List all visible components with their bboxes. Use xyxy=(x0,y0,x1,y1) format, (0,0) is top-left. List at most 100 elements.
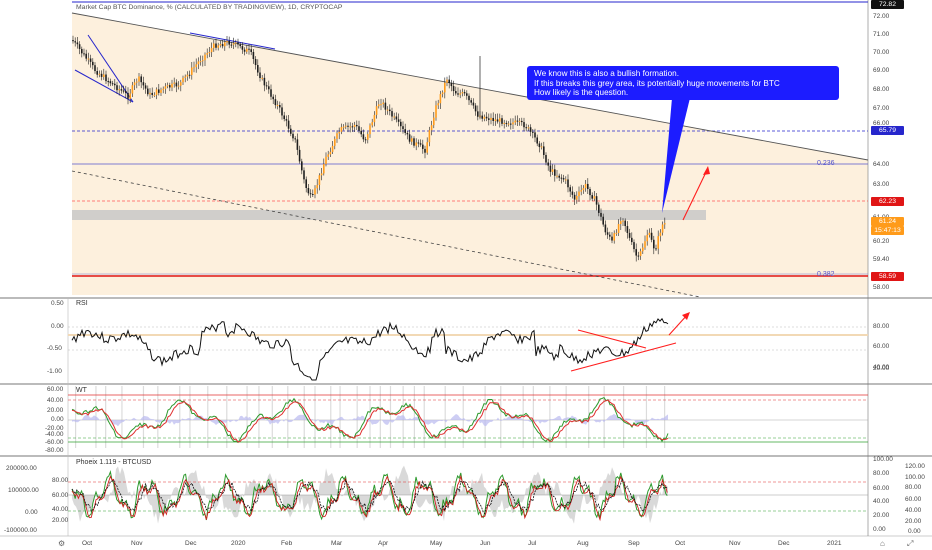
candle-body xyxy=(567,179,569,188)
phoenix-left-tick: 80.00 xyxy=(52,477,69,484)
wt-line-2[interactable] xyxy=(71,399,669,443)
support-trendline-dashed[interactable] xyxy=(71,170,701,298)
candle-body xyxy=(353,124,356,127)
candle-body xyxy=(490,117,492,120)
candle-body xyxy=(503,122,505,124)
candle-body xyxy=(316,185,318,189)
candle-body xyxy=(578,191,580,197)
candle-body xyxy=(648,232,651,236)
candle-body xyxy=(626,226,629,233)
resistance-trendline[interactable] xyxy=(71,12,869,161)
candle-body xyxy=(94,65,96,72)
candle-body xyxy=(287,120,290,129)
time-axis-label: 2021 xyxy=(827,540,842,547)
candle-body xyxy=(584,183,587,189)
fullscreen-icon[interactable]: ⤢ xyxy=(907,539,914,548)
candle-body xyxy=(532,131,534,133)
candle-body xyxy=(120,89,123,91)
phoenix-left-tick: 60.00 xyxy=(52,492,69,499)
rsi-left-tick: -0.50 xyxy=(47,345,62,352)
callout-line-3: How likely is the question. xyxy=(534,88,629,97)
candle-body xyxy=(100,73,103,77)
candle-body xyxy=(175,82,178,87)
candle-body xyxy=(496,119,499,122)
candle-body xyxy=(463,92,466,94)
candle-body xyxy=(661,224,664,233)
candle-body xyxy=(89,58,92,62)
candle-body xyxy=(195,64,197,68)
price-box-blue: 65.79 xyxy=(871,126,904,135)
wedge-line-lower[interactable] xyxy=(74,69,134,103)
candle-body xyxy=(221,44,224,47)
time-axis-label: Aug xyxy=(577,540,589,547)
rsi-right-tick: 40.00 xyxy=(873,364,890,371)
rsi-right-tick: 80.00 xyxy=(873,323,890,330)
candle-body xyxy=(298,149,301,162)
annotation-callout[interactable]: We know this is also a bullish formation… xyxy=(527,66,839,100)
time-axis-label: May xyxy=(430,540,443,547)
projection-arrow[interactable] xyxy=(682,167,709,221)
candle-body xyxy=(118,89,120,91)
time-axis-label: Feb xyxy=(281,540,293,547)
rsi-line[interactable] xyxy=(71,317,669,381)
candle-body xyxy=(186,74,189,77)
candle-body xyxy=(595,196,598,205)
candle-body xyxy=(382,102,384,105)
candle-body xyxy=(543,146,545,155)
candle-body xyxy=(415,142,417,146)
candle-body xyxy=(259,72,261,79)
candle-body xyxy=(323,164,325,174)
candle-body xyxy=(547,162,549,166)
time-axis-label: Nov xyxy=(131,540,143,547)
candle-body xyxy=(83,53,85,55)
rsi-support-trendline[interactable] xyxy=(570,342,677,372)
screenshot-icon[interactable]: ⌂ xyxy=(880,539,885,548)
price-tick: 70.00 xyxy=(873,49,890,56)
candle-body xyxy=(276,105,279,107)
phoenix-line-1[interactable] xyxy=(71,469,668,521)
candle-body xyxy=(459,93,461,95)
candle-body xyxy=(199,61,202,63)
candle-body xyxy=(646,235,648,242)
rsi-resistance-trendline[interactable] xyxy=(577,329,647,349)
candle-body xyxy=(173,82,175,84)
candle-body xyxy=(138,76,140,82)
candle-body xyxy=(129,93,131,99)
grey-resistance-area[interactable] xyxy=(72,210,706,220)
candle-body xyxy=(373,114,376,123)
candle-body xyxy=(116,85,118,91)
wt-line-1[interactable] xyxy=(71,396,669,444)
candle-body xyxy=(556,175,558,177)
candle-body xyxy=(389,109,391,112)
candle-body xyxy=(448,79,450,84)
settings-icon[interactable]: ⚙ xyxy=(58,539,66,548)
candle-body xyxy=(426,142,428,153)
candle-body xyxy=(417,142,420,144)
candle-body xyxy=(327,154,329,157)
candle-body xyxy=(314,188,316,195)
candle-body xyxy=(397,119,400,122)
candle-body xyxy=(241,46,244,50)
candle-body xyxy=(615,232,618,234)
candle-body xyxy=(637,255,640,257)
candle-body xyxy=(307,187,310,194)
candle-body xyxy=(237,42,239,45)
candle-body xyxy=(358,126,360,131)
candle-body xyxy=(210,48,213,53)
candle-body xyxy=(246,48,248,52)
candle-body xyxy=(380,104,382,106)
phoenix-line-2[interactable] xyxy=(71,474,668,522)
channel-line-top[interactable] xyxy=(189,32,276,50)
phoenix-left-tick: 100000.00 xyxy=(8,487,39,494)
price-candles[interactable] xyxy=(72,35,666,262)
candle-body xyxy=(279,105,281,108)
candle-body xyxy=(162,88,164,90)
candle-body xyxy=(545,154,547,163)
candle-body xyxy=(593,196,596,199)
time-axis-label: Dec xyxy=(185,540,197,547)
callout-line-1: We know this is also a bullish formation… xyxy=(534,69,680,78)
candle-body xyxy=(538,143,541,148)
phoenix-left-tick: 200000.00 xyxy=(6,465,37,472)
candle-body xyxy=(483,116,486,119)
